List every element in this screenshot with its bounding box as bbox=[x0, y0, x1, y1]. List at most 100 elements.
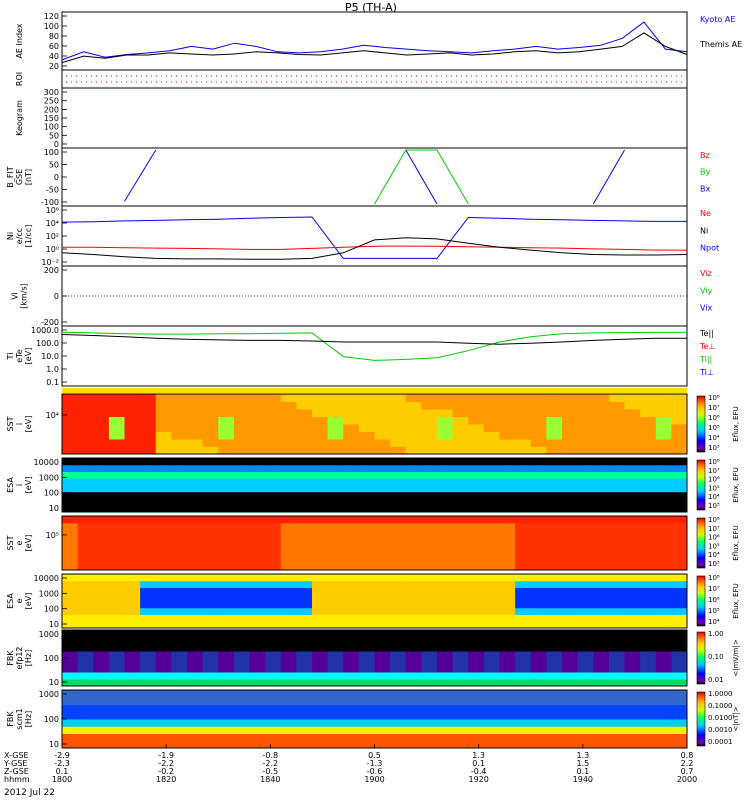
spectrogram-cell bbox=[671, 621, 688, 629]
spectrogram-cell bbox=[202, 505, 219, 513]
spectrogram-cell bbox=[140, 439, 157, 447]
spectrogram-cell bbox=[593, 401, 610, 410]
spectrogram-cell bbox=[233, 446, 250, 455]
spectrogram-cell bbox=[593, 607, 610, 615]
spectrogram-cell bbox=[124, 416, 141, 425]
y-axis-label: Ni bbox=[6, 232, 15, 240]
spectrogram-cell bbox=[218, 563, 235, 571]
spectrogram-cell bbox=[312, 556, 329, 564]
spectrogram-cell bbox=[437, 536, 454, 544]
spectrogram-cell bbox=[327, 690, 344, 698]
spectrogram-cell bbox=[421, 658, 438, 666]
spectrogram-cell bbox=[593, 464, 610, 472]
spectrogram-cell bbox=[233, 491, 250, 499]
spectrogram-cell bbox=[437, 439, 454, 447]
spectrogram-cell bbox=[343, 478, 360, 486]
spectrogram-cell bbox=[546, 719, 563, 727]
spectrogram-cell bbox=[62, 394, 79, 402]
spectrogram-cell bbox=[421, 556, 438, 564]
spectrogram-cell bbox=[624, 574, 641, 582]
spectrogram-cell bbox=[546, 614, 563, 622]
spectrogram-cell bbox=[624, 607, 641, 615]
spectrogram-cell bbox=[374, 644, 391, 652]
spectrogram-cell bbox=[468, 409, 485, 417]
spectrogram-cell bbox=[343, 394, 360, 402]
spectrogram-cell bbox=[655, 704, 672, 713]
spectrogram-cell bbox=[233, 416, 250, 425]
spectrogram-cell bbox=[93, 587, 110, 595]
spectrogram-cell bbox=[218, 458, 235, 466]
spectrogram-cell bbox=[343, 498, 360, 506]
spectrogram-cell bbox=[655, 651, 672, 659]
spectrogram-cell bbox=[312, 409, 329, 417]
spectrogram-cell bbox=[624, 726, 641, 734]
spectrogram-cell bbox=[640, 711, 657, 720]
spectrogram-cell bbox=[108, 587, 125, 595]
spectrogram-cell bbox=[515, 505, 532, 513]
spectrogram-cell bbox=[202, 711, 219, 720]
spectrogram-cell bbox=[218, 439, 235, 447]
spectrogram-cell bbox=[218, 536, 235, 544]
spectrogram-cell bbox=[671, 658, 688, 666]
panel-frame bbox=[61, 147, 688, 207]
spectrogram-cell bbox=[405, 621, 422, 629]
spectrogram-cell bbox=[562, 574, 579, 582]
spectrogram-cell bbox=[218, 697, 235, 705]
spectrogram-cell bbox=[640, 458, 657, 466]
spectrogram-cell bbox=[515, 458, 532, 466]
spectrogram-cell bbox=[546, 458, 563, 466]
spectrogram-cell bbox=[374, 740, 391, 749]
spectrogram-cell bbox=[187, 726, 204, 734]
spectrogram-cell bbox=[546, 431, 563, 440]
spectrogram-cell bbox=[155, 630, 172, 638]
spectrogram-cell bbox=[624, 549, 641, 557]
spectrogram-cell bbox=[577, 458, 594, 466]
spectrogram-cell bbox=[249, 522, 266, 530]
spectrogram-cell bbox=[421, 478, 438, 486]
spectrogram-cell bbox=[452, 478, 469, 486]
spectrogram-cell bbox=[312, 658, 329, 666]
spectrogram-cell bbox=[437, 594, 454, 602]
spectrogram-cell bbox=[405, 485, 422, 493]
spectrogram-cell bbox=[280, 424, 297, 432]
spectrogram-cell bbox=[187, 644, 204, 652]
spectrogram-cell bbox=[499, 690, 516, 698]
spectrogram-cell bbox=[483, 697, 500, 705]
spectrogram-cell bbox=[218, 446, 235, 455]
spectrogram-cell bbox=[155, 536, 172, 544]
spectrogram-cell bbox=[483, 446, 500, 455]
spectrogram-cell bbox=[546, 563, 563, 571]
spectrogram-cell bbox=[140, 458, 157, 466]
spectrogram-cell bbox=[499, 516, 516, 524]
colorbar-tick-label: 10⁸ bbox=[708, 394, 720, 402]
spectrogram-cell bbox=[546, 740, 563, 749]
spectrogram-cell bbox=[655, 587, 672, 595]
spectrogram-cell bbox=[640, 549, 657, 557]
spectrogram-cell bbox=[249, 621, 266, 629]
spectrogram-cell bbox=[546, 498, 563, 506]
spectrogram-cell bbox=[577, 644, 594, 652]
y-tick-label: 10⁰ bbox=[46, 245, 59, 254]
spectrogram-cell bbox=[640, 543, 657, 551]
spectrogram-cell bbox=[233, 471, 250, 479]
spectrogram-cell bbox=[358, 614, 375, 622]
spectrogram-cell bbox=[452, 416, 469, 425]
spectrogram-cell bbox=[640, 733, 657, 742]
spectrogram-cell bbox=[124, 711, 141, 720]
spectrogram-cell bbox=[452, 665, 469, 673]
spectrogram-cell bbox=[640, 587, 657, 595]
spectrogram-cell bbox=[374, 607, 391, 615]
spectrogram-cell bbox=[405, 580, 422, 588]
spectrogram-cell bbox=[124, 672, 141, 680]
spectrogram-cell bbox=[218, 556, 235, 564]
y-tick-label: 100 bbox=[44, 148, 59, 157]
spectrogram-cell bbox=[171, 587, 188, 595]
spectrogram-cell bbox=[515, 665, 532, 673]
spectrogram-cell bbox=[515, 587, 532, 595]
spectrogram-cell bbox=[452, 556, 469, 564]
spectrogram-cell bbox=[233, 711, 250, 720]
spectrogram-cell bbox=[187, 471, 204, 479]
spectrogram-cell bbox=[483, 644, 500, 652]
spectrogram-cell bbox=[124, 630, 141, 638]
